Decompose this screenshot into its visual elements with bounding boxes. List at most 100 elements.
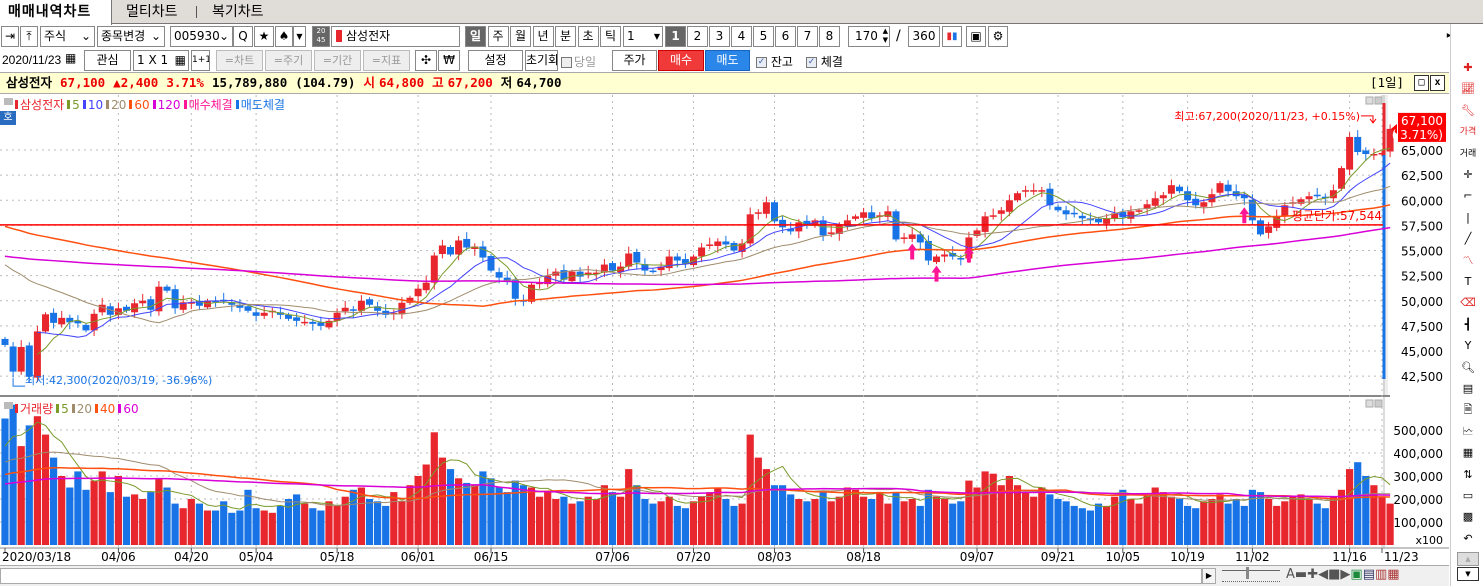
chart-number-4[interactable]: 4	[731, 26, 752, 47]
reset-button[interactable]: 초기화	[525, 50, 558, 71]
horizontal-scrollbar[interactable]	[0, 568, 1202, 584]
market-select[interactable]: 주식 ⌄	[40, 26, 95, 47]
chart-table-icon[interactable]: ▥	[1375, 567, 1388, 582]
period-tab-1[interactable]: 주	[487, 26, 509, 47]
text-tool-icon[interactable]: T	[1464, 275, 1472, 288]
sync-button-0[interactable]: =차트	[216, 50, 263, 71]
dwm-icon[interactable]: ▦	[1462, 446, 1474, 460]
chart-number-6[interactable]: 6	[775, 26, 796, 47]
window-icon[interactable]: ▭	[1462, 489, 1474, 502]
buy-sell-markers-icon[interactable]: ⇅	[1463, 467, 1473, 481]
slider-thumb[interactable]	[1246, 567, 1249, 579]
price-button[interactable]: 주가	[612, 50, 657, 71]
legend-toggle[interactable]	[4, 98, 13, 105]
spade-icon[interactable]: ♠	[275, 26, 293, 47]
checkbox-checked[interactable]: ✓	[756, 57, 767, 68]
crosshair-icon[interactable]: ✣	[415, 50, 437, 71]
next-icon[interactable]: ▶	[1340, 567, 1351, 582]
today-checkbox[interactable]: 당일	[561, 53, 596, 70]
period-tab-5[interactable]: 초	[577, 26, 599, 47]
chart-number-3[interactable]: 3	[709, 26, 730, 47]
mini-chart-icon[interactable]: 20 45	[312, 26, 330, 47]
trend-line-red-icon[interactable]: 〽	[1462, 253, 1474, 267]
excel-icon[interactable]: ▣	[1350, 567, 1363, 582]
stock-name-field[interactable]: 삼성전자	[331, 26, 460, 47]
sync-button-1[interactable]: =주기	[265, 50, 312, 71]
period-count-select[interactable]: 1 ▼	[623, 26, 663, 47]
wrench-icon[interactable]: 🔧︎	[1461, 103, 1475, 117]
checkbox[interactable]	[561, 57, 572, 68]
expand-arrow-icon[interactable]: ▶	[1446, 26, 1452, 47]
watch-button[interactable]: 관심	[84, 50, 131, 71]
balance-checkbox[interactable]: ✓ 잔고	[756, 53, 793, 70]
layout-button[interactable]: 1 X 1 ▦	[133, 50, 189, 71]
gear-icon[interactable]: ⚙	[988, 26, 1008, 47]
select-info-icon[interactable]: ▤	[1462, 382, 1474, 395]
scroll-down-icon[interactable]: ▼	[1457, 567, 1479, 581]
zoom-1-icon[interactable]: 🔍︎	[1461, 360, 1475, 374]
settings-button[interactable]: 설정	[468, 50, 523, 71]
sync-button-2[interactable]: =기간	[314, 50, 361, 71]
filled-checkbox[interactable]: ✓ 체결	[806, 53, 843, 70]
scroll-right-icon[interactable]: ▶	[1202, 568, 1216, 584]
search-doc-icon[interactable]: 🗎	[1463, 403, 1473, 417]
add-tool-icon[interactable]: ✚	[1463, 61, 1473, 74]
tab-trade-history-chart[interactable]: 매매내역차트	[0, 0, 112, 25]
save-icon[interactable]: ▤	[1362, 567, 1375, 582]
sync-button-3[interactable]: =지표	[363, 50, 410, 71]
stop-icon[interactable]: ■	[1328, 567, 1341, 582]
period-tab-4[interactable]: 분	[555, 26, 576, 47]
stock-code-input[interactable]: 005930 ⌄	[170, 26, 233, 47]
date-field[interactable]: 2020/11/23	[2, 53, 61, 67]
checkbox-checked[interactable]: ✓	[806, 57, 817, 68]
vertical-line-icon[interactable]: |	[1466, 210, 1470, 224]
maximize-icon[interactable]: □	[1414, 75, 1429, 91]
close-icon[interactable]: x	[1430, 75, 1445, 91]
chart-list-icon[interactable]: ▦	[1387, 567, 1400, 582]
period-tab-6[interactable]: 틱	[600, 26, 621, 47]
save-icon[interactable]: ▣	[966, 26, 986, 47]
chart-number-2[interactable]: 2	[687, 26, 708, 47]
undo-icon[interactable]: ↶	[1463, 531, 1473, 545]
search-icon[interactable]: Q	[233, 26, 253, 47]
star-icon[interactable]: ★	[254, 26, 274, 47]
zoom-slider[interactable]	[1222, 567, 1280, 582]
chart-number-5[interactable]: 5	[753, 26, 774, 47]
one-plus-one-button[interactable]: 1+1	[191, 50, 210, 71]
legend-toggle[interactable]	[4, 402, 13, 409]
erase-all-icon[interactable]: ⌫	[1460, 296, 1476, 310]
to-top-icon[interactable]: ⤒	[20, 26, 38, 47]
tab-replay-chart[interactable]: 복기차트	[212, 4, 264, 20]
horizontal-line-icon[interactable]: ⌐	[1463, 189, 1473, 203]
candle-type-icon[interactable]: ┫	[1464, 317, 1472, 331]
chart-number-7[interactable]: 7	[797, 26, 818, 47]
quote-toggle-button[interactable]: 호	[0, 111, 16, 125]
change-stock-select[interactable]: 종목변경 ⌄	[97, 26, 165, 47]
trend-line-icon[interactable]: ╱	[1464, 232, 1472, 246]
crosshair-draw-icon[interactable]: ✛	[1463, 168, 1473, 181]
bar-count-stepper[interactable]: 170 ▲ ▼	[848, 26, 890, 47]
pin-icon[interactable]: ⇥	[1, 26, 19, 47]
prev-icon[interactable]: ◀	[1318, 567, 1329, 582]
period-tab-3[interactable]: 년	[532, 26, 554, 47]
zoom-out-icon[interactable]: ▬	[1294, 567, 1308, 582]
sell-button[interactable]: 매도	[705, 50, 750, 71]
zoom-in-icon[interactable]: ✚	[1307, 567, 1319, 582]
period-tab-0[interactable]: 일	[465, 26, 486, 47]
price-indicator-icon[interactable]: 가격	[1459, 127, 1477, 138]
chart-number-8[interactable]: 8	[819, 26, 840, 47]
stock-chart[interactable]: 65,000 62,500 60,000 57,500 55,000 52,500 50,0…	[0, 95, 1449, 565]
font-a-icon[interactable]: A	[1286, 567, 1295, 582]
indicator-icon[interactable]: 📈︎	[1461, 82, 1475, 96]
scroll-up-icon[interactable]: ▲	[1457, 552, 1479, 566]
search-chart-icon[interactable]: 🗠	[1462, 424, 1474, 438]
calendar-icon[interactable]: ▦	[65, 51, 77, 65]
candle-scroll-icon[interactable]: ▮▮	[942, 26, 962, 47]
chart-number-1[interactable]: 1	[665, 26, 686, 47]
volume-indicator-icon[interactable]: 거래	[1459, 148, 1477, 159]
stepper-arrows-icon[interactable]: ▲ ▼	[882, 27, 888, 44]
fibonacci-icon[interactable]: Y	[1464, 339, 1472, 353]
excel-export-icon[interactable]: ▩	[1462, 510, 1474, 524]
dropdown-arrow-icon[interactable]: ▼	[293, 26, 306, 47]
total-bars-field[interactable]: 360	[908, 26, 940, 47]
